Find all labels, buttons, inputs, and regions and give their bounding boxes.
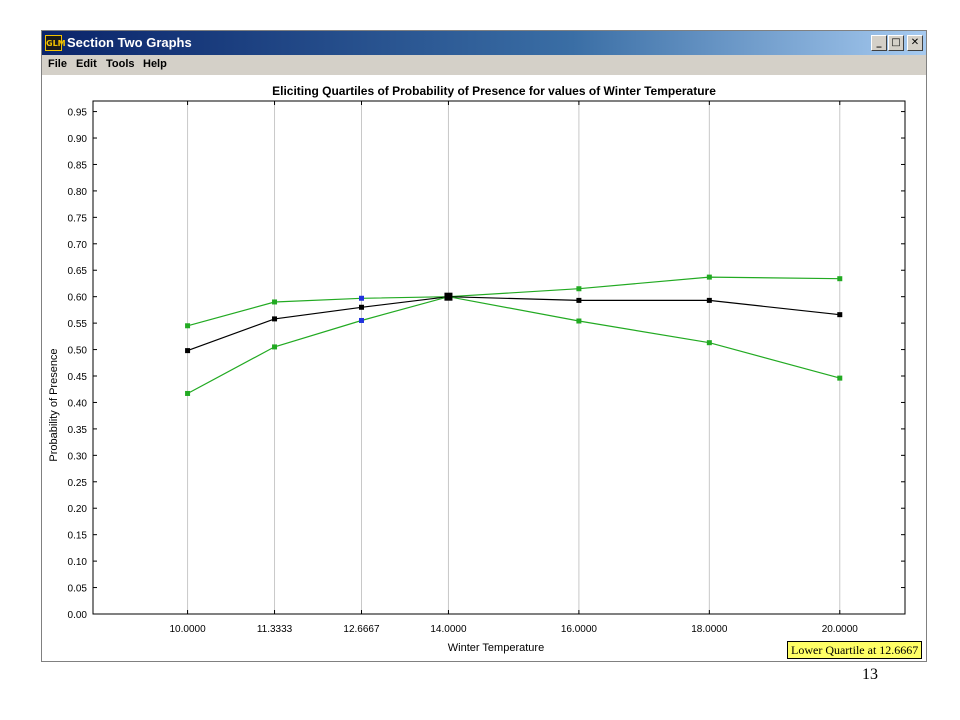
series-1-point[interactable] xyxy=(272,299,278,305)
menu-file[interactable]: File xyxy=(48,58,67,70)
y-tick-label: 0.90 xyxy=(68,134,88,145)
series-2-point[interactable] xyxy=(576,297,582,303)
series-3-point[interactable] xyxy=(576,318,582,324)
y-tick-label: 0.85 xyxy=(68,160,88,171)
y-tick-label: 0.05 xyxy=(68,584,88,595)
menu-edit[interactable]: Edit xyxy=(76,58,97,70)
series-line-3 xyxy=(187,296,840,395)
y-tick-label: 0.60 xyxy=(68,293,88,304)
series-3-point[interactable] xyxy=(185,390,191,396)
y-tick-label: 0.80 xyxy=(68,187,88,198)
y-tick-label: 0.75 xyxy=(68,213,88,224)
x-tick-label: 11.3333 xyxy=(257,624,293,635)
y-tick-label: 0.00 xyxy=(68,610,88,621)
plot-frame xyxy=(92,100,906,615)
series-2-point[interactable] xyxy=(358,304,364,310)
app-logo-icon: GLM xyxy=(45,35,66,51)
series-2-point[interactable] xyxy=(185,348,191,354)
series-1-point[interactable] xyxy=(576,286,582,292)
window-title: Section Two Graphs xyxy=(67,35,192,50)
x-tick-label: 18.0000 xyxy=(691,624,728,635)
series-2-point[interactable] xyxy=(837,312,843,318)
menu-help[interactable]: Help xyxy=(143,58,167,70)
y-tick-label: 0.10 xyxy=(68,557,88,568)
x-axis-label: Winter Temperature xyxy=(448,642,544,654)
close-button[interactable]: ✕ xyxy=(907,35,923,51)
y-tick-label: 0.35 xyxy=(68,425,88,436)
x-tick-label: 10.0000 xyxy=(169,624,206,635)
y-tick-label: 0.70 xyxy=(68,240,88,251)
series-3-point[interactable] xyxy=(837,375,843,381)
x-tick-label: 20.0000 xyxy=(822,624,859,635)
chart-title: Eliciting Quartiles of Probability of Pr… xyxy=(272,84,716,98)
y-tick-label: 0.40 xyxy=(68,398,88,409)
line-chart: Eliciting Quartiles of Probability of Pr… xyxy=(48,84,906,654)
series-2-point[interactable] xyxy=(272,316,278,322)
y-tick-label: 0.20 xyxy=(68,504,88,515)
x-tick-label: 14.0000 xyxy=(430,624,467,635)
y-tick-label: 0.50 xyxy=(68,346,88,357)
x-tick-label: 16.0000 xyxy=(561,624,598,635)
app-window: GLM Section Two Graphs _ □ ✕ File Edit T… xyxy=(41,30,927,662)
y-axis-label: Probability of Presence xyxy=(48,348,60,461)
y-tick-label: 0.30 xyxy=(68,451,88,462)
series-1-point[interactable] xyxy=(837,276,843,282)
y-tick-label: 0.65 xyxy=(68,266,88,277)
menu-bar: File Edit Tools Help xyxy=(42,55,926,75)
menu-tools[interactable]: Tools xyxy=(106,58,135,70)
selected-point-handle[interactable] xyxy=(444,292,453,301)
y-tick-label: 0.25 xyxy=(68,478,88,489)
series-line-2 xyxy=(187,296,840,352)
y-tick-label: 0.15 xyxy=(68,531,88,542)
series-3-point[interactable] xyxy=(358,317,364,323)
series-1-point[interactable] xyxy=(185,323,191,329)
maximize-button[interactable]: □ xyxy=(888,35,904,51)
minimize-button[interactable]: _ xyxy=(871,35,887,51)
series-line-1 xyxy=(187,276,840,327)
title-bar[interactable]: GLM Section Two Graphs _ □ ✕ xyxy=(42,31,926,55)
x-tick-label: 12.6667 xyxy=(343,624,380,635)
status-quartile-label: Lower Quartile at 12.6667 xyxy=(787,641,923,659)
series-1-point[interactable] xyxy=(706,274,712,280)
slide-page-number: 13 xyxy=(862,666,878,683)
series-3-point[interactable] xyxy=(272,344,278,350)
y-tick-label: 0.45 xyxy=(68,372,88,383)
series-1-point[interactable] xyxy=(358,295,364,301)
y-tick-label: 0.95 xyxy=(68,108,88,119)
series-2-point[interactable] xyxy=(706,297,712,303)
chart-panel: Eliciting Quartiles of Probability of Pr… xyxy=(42,75,926,661)
series-3-point[interactable] xyxy=(706,340,712,346)
y-tick-label: 0.55 xyxy=(68,319,88,330)
